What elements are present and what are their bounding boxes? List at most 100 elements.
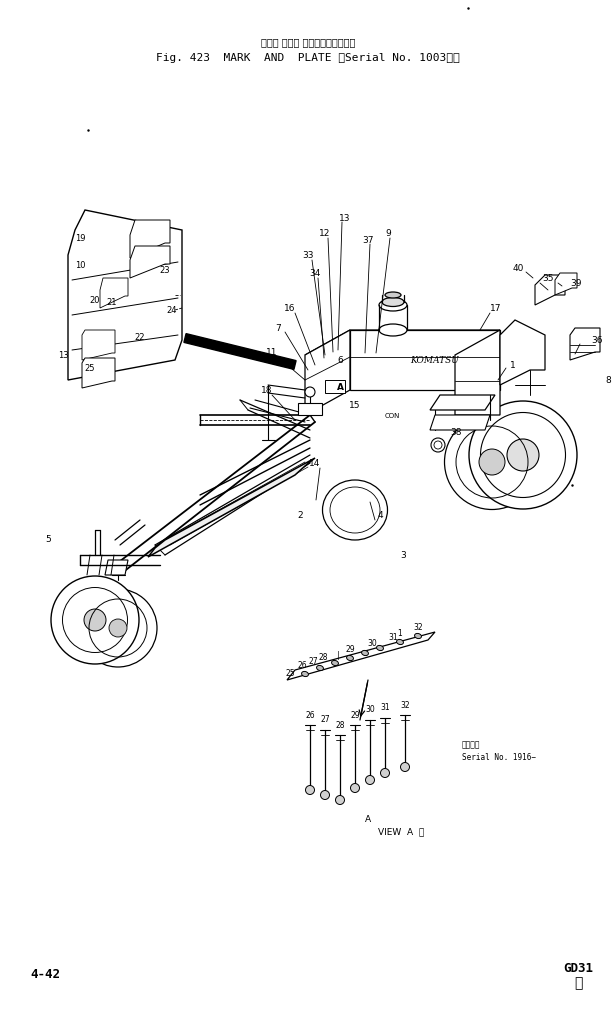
Polygon shape xyxy=(130,220,170,258)
Text: 38: 38 xyxy=(450,428,462,436)
Polygon shape xyxy=(500,320,545,385)
Text: 37: 37 xyxy=(362,235,374,244)
Text: 12: 12 xyxy=(319,228,331,237)
Text: 4-42: 4-42 xyxy=(30,968,60,982)
Text: 27: 27 xyxy=(308,657,318,666)
Text: 28: 28 xyxy=(335,721,345,729)
Polygon shape xyxy=(68,210,182,380)
Polygon shape xyxy=(82,358,115,388)
FancyArrow shape xyxy=(184,334,296,369)
Ellipse shape xyxy=(385,292,401,298)
Ellipse shape xyxy=(381,769,389,778)
Text: 2: 2 xyxy=(297,510,303,519)
Text: 32: 32 xyxy=(413,624,423,633)
Ellipse shape xyxy=(79,589,157,667)
Polygon shape xyxy=(325,380,345,393)
Text: 28: 28 xyxy=(318,652,328,661)
Text: 11: 11 xyxy=(266,348,278,357)
Polygon shape xyxy=(570,328,600,360)
Text: 32: 32 xyxy=(400,701,410,710)
Text: 34: 34 xyxy=(309,269,321,278)
Text: 18: 18 xyxy=(261,385,273,394)
Ellipse shape xyxy=(331,660,338,665)
Text: 31: 31 xyxy=(380,704,390,713)
Ellipse shape xyxy=(376,646,383,651)
Text: 29: 29 xyxy=(350,711,360,720)
Polygon shape xyxy=(298,403,322,415)
Text: 25: 25 xyxy=(85,363,95,372)
Text: 16: 16 xyxy=(284,303,296,312)
Ellipse shape xyxy=(323,480,387,540)
Text: Fig. 423  MARK  AND  PLATE （Serial No. 1003～）: Fig. 423 MARK AND PLATE （Serial No. 1003… xyxy=(156,53,460,63)
Ellipse shape xyxy=(397,640,403,645)
Text: KOMATSU: KOMATSU xyxy=(410,356,460,364)
Ellipse shape xyxy=(365,776,375,785)
Ellipse shape xyxy=(51,576,139,664)
Polygon shape xyxy=(287,632,435,680)
Ellipse shape xyxy=(379,299,407,311)
Ellipse shape xyxy=(379,324,407,336)
Text: マーク および プレート（適用号機: マーク および プレート（適用号機 xyxy=(261,37,355,47)
Ellipse shape xyxy=(109,619,127,637)
Text: 19: 19 xyxy=(75,233,85,242)
Text: 8: 8 xyxy=(605,375,611,384)
Text: 1: 1 xyxy=(397,629,402,638)
Text: 13: 13 xyxy=(58,351,68,360)
Polygon shape xyxy=(535,275,565,305)
Text: 20: 20 xyxy=(90,295,100,304)
Polygon shape xyxy=(100,278,128,308)
Text: 3: 3 xyxy=(400,551,406,560)
Ellipse shape xyxy=(469,401,577,509)
Text: 27: 27 xyxy=(320,716,330,724)
Ellipse shape xyxy=(415,634,421,639)
Ellipse shape xyxy=(317,665,323,670)
Text: GD31: GD31 xyxy=(563,961,593,974)
Text: 23: 23 xyxy=(160,266,170,275)
Text: 13: 13 xyxy=(339,214,351,222)
Text: 10: 10 xyxy=(75,261,85,270)
Ellipse shape xyxy=(336,796,344,804)
Text: 30: 30 xyxy=(365,706,375,715)
Ellipse shape xyxy=(479,449,505,475)
Text: 17: 17 xyxy=(490,303,502,312)
Polygon shape xyxy=(305,330,350,415)
Ellipse shape xyxy=(347,655,354,660)
Ellipse shape xyxy=(382,297,404,306)
Text: 6: 6 xyxy=(337,356,343,364)
Text: 33: 33 xyxy=(302,250,314,260)
Ellipse shape xyxy=(362,650,368,656)
Text: 7: 7 xyxy=(275,323,281,333)
Text: 26: 26 xyxy=(305,711,315,720)
Polygon shape xyxy=(555,273,577,295)
Text: 22: 22 xyxy=(135,333,145,342)
Text: 5: 5 xyxy=(45,535,51,545)
Text: Serial No. 1916−: Serial No. 1916− xyxy=(462,753,536,763)
Text: 9: 9 xyxy=(385,228,391,237)
Text: VIEW  A  見: VIEW A 見 xyxy=(378,827,424,837)
Text: 39: 39 xyxy=(570,279,582,288)
Ellipse shape xyxy=(84,609,106,631)
Polygon shape xyxy=(430,415,490,430)
Text: 26: 26 xyxy=(297,661,307,670)
Ellipse shape xyxy=(320,791,330,799)
Polygon shape xyxy=(130,246,170,278)
Text: 15: 15 xyxy=(349,401,361,410)
Text: 適用号機: 適用号機 xyxy=(462,740,480,749)
Ellipse shape xyxy=(351,784,360,793)
Text: 29: 29 xyxy=(345,646,355,654)
Text: 36: 36 xyxy=(591,336,602,345)
Text: 31: 31 xyxy=(388,634,398,643)
Text: CON: CON xyxy=(384,413,400,419)
Ellipse shape xyxy=(431,438,445,452)
Text: A: A xyxy=(365,815,371,824)
Polygon shape xyxy=(105,560,128,575)
Ellipse shape xyxy=(306,786,315,795)
Text: |: | xyxy=(337,651,339,659)
Text: 21: 21 xyxy=(107,297,117,306)
Ellipse shape xyxy=(400,763,410,772)
Ellipse shape xyxy=(507,439,539,470)
Text: 40: 40 xyxy=(513,264,524,273)
Ellipse shape xyxy=(302,671,309,676)
Polygon shape xyxy=(430,395,495,410)
Text: A: A xyxy=(336,382,344,391)
